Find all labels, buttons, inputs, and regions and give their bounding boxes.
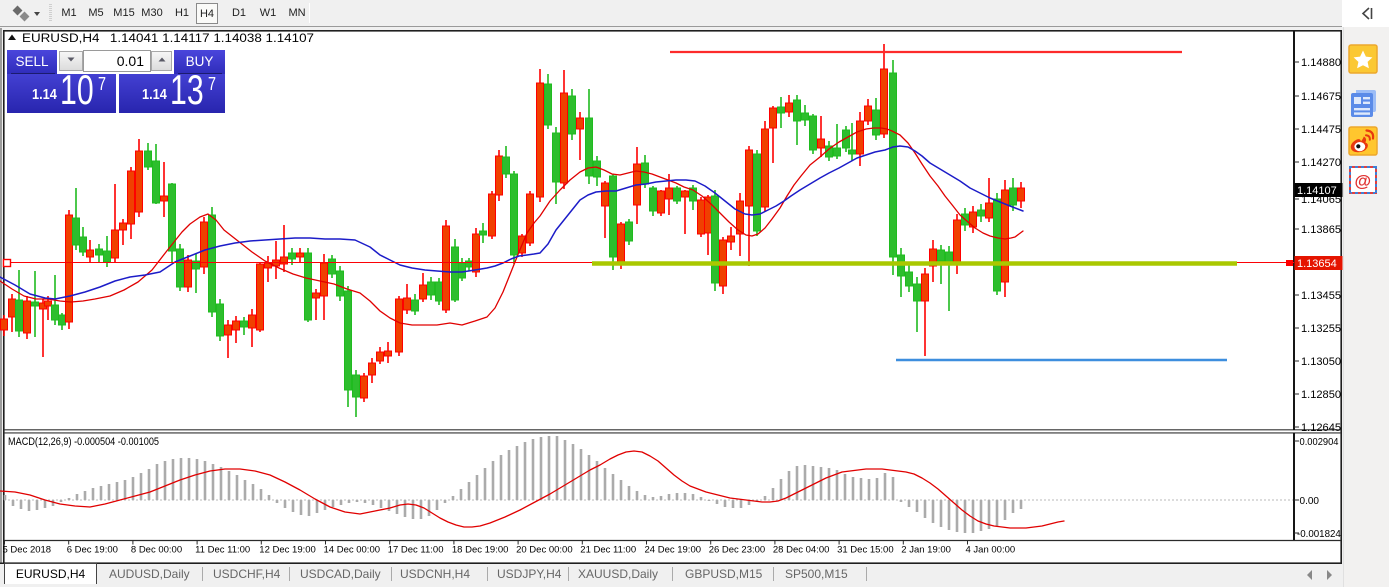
svg-text:18 Dec 19:00: 18 Dec 19:00: [452, 545, 509, 556]
svg-text:12 Dec 19:00: 12 Dec 19:00: [259, 545, 316, 556]
svg-text:1.13865: 1.13865: [1301, 224, 1341, 236]
svg-text:EURUSD,H4 1.14041 1.14117 1.1: EURUSD,H4 1.14041 1.14117 1.14038 1.1410…: [22, 33, 314, 45]
svg-text:1.14475: 1.14475: [1301, 124, 1341, 136]
svg-text:1.14675: 1.14675: [1301, 91, 1341, 103]
svg-text:1.13654: 1.13654: [1297, 258, 1337, 270]
svg-text:-0.001824: -0.001824: [1297, 529, 1341, 540]
svg-text:1.14107: 1.14107: [1297, 185, 1337, 197]
svg-text:26 Dec 23:00: 26 Dec 23:00: [709, 545, 766, 556]
svg-text:8 Dec 00:00: 8 Dec 00:00: [131, 545, 182, 556]
svg-text:1.12850: 1.12850: [1301, 389, 1341, 401]
svg-text:2 Jan 19:00: 2 Jan 19:00: [901, 545, 951, 556]
svg-text:20 Dec 00:00: 20 Dec 00:00: [516, 545, 573, 556]
svg-text:1.13050: 1.13050: [1301, 356, 1341, 368]
svg-text:6 Dec 19:00: 6 Dec 19:00: [67, 545, 118, 556]
svg-text:@: @: [1355, 172, 1372, 191]
svg-text:28 Dec 04:00: 28 Dec 04:00: [773, 545, 830, 556]
svg-text:1.14270: 1.14270: [1301, 157, 1341, 169]
svg-text:17 Dec 11:00: 17 Dec 11:00: [388, 545, 444, 556]
svg-text:5 Dec 2018: 5 Dec 2018: [3, 545, 52, 556]
svg-text:24 Dec 19:00: 24 Dec 19:00: [645, 545, 702, 556]
svg-text:1.12645: 1.12645: [1301, 422, 1341, 434]
svg-text:0.002904: 0.002904: [1300, 437, 1339, 448]
svg-text:1.13255: 1.13255: [1301, 323, 1341, 335]
svg-text:14 Dec 00:00: 14 Dec 00:00: [324, 545, 381, 556]
svg-text:31 Dec 15:00: 31 Dec 15:00: [837, 545, 894, 556]
svg-text:1.13455: 1.13455: [1301, 290, 1341, 302]
svg-text:0.00: 0.00: [1300, 496, 1320, 507]
svg-text:MACD(12,26,9) -0.000504 -0.001: MACD(12,26,9) -0.000504 -0.001005: [8, 436, 159, 448]
svg-text:1.14880: 1.14880: [1301, 57, 1341, 69]
svg-text:21 Dec 11:00: 21 Dec 11:00: [580, 545, 636, 556]
svg-text:4 Jan 00:00: 4 Jan 00:00: [966, 545, 1016, 556]
svg-text:11 Dec 11:00: 11 Dec 11:00: [195, 545, 250, 556]
